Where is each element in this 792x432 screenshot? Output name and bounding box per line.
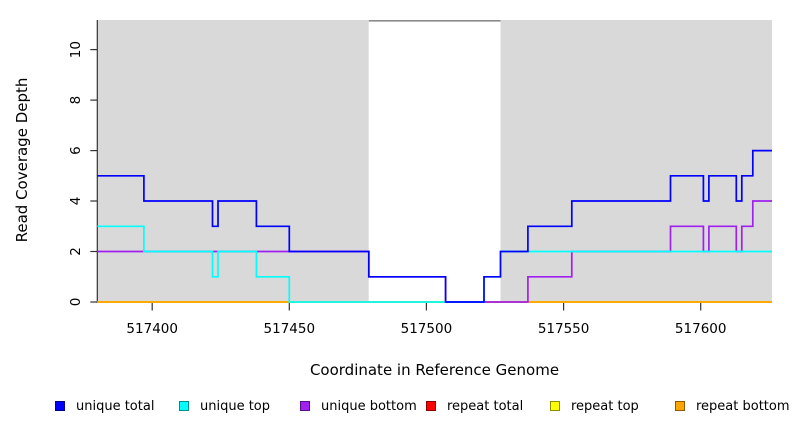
legend-label: repeat top bbox=[571, 398, 639, 414]
y-tick-label: 2 bbox=[68, 247, 84, 256]
repeat-region-left bbox=[97, 20, 369, 303]
x-tick-label: 517500 bbox=[401, 321, 453, 337]
y-axis-title: Read Coverage Depth bbox=[13, 77, 31, 243]
legend-item-repeat-total: repeat total bbox=[426, 398, 523, 414]
x-tick-label: 517450 bbox=[264, 321, 316, 337]
legend-label: unique total bbox=[76, 398, 155, 414]
legend-label: repeat total bbox=[447, 398, 524, 414]
legend-label: unique top bbox=[200, 398, 271, 414]
legend-label: repeat bottom bbox=[696, 398, 790, 414]
y-tick-label: 10 bbox=[68, 41, 84, 58]
repeat-bottom-swatch-icon bbox=[675, 401, 685, 411]
x-tick-label: 517400 bbox=[126, 321, 178, 337]
y-tick-label: 6 bbox=[68, 146, 84, 155]
series-line-unique-total bbox=[97, 149, 772, 303]
legend-item-repeat-bottom: repeat bottom bbox=[675, 398, 790, 414]
repeat-total-swatch-icon bbox=[426, 401, 436, 411]
x-tick-label: 517600 bbox=[675, 321, 727, 337]
x-axis-title: Coordinate in Reference Genome bbox=[309, 361, 560, 379]
y-tick-label: 8 bbox=[68, 96, 84, 105]
unique-top-swatch-icon bbox=[179, 401, 189, 411]
repeat-region-right bbox=[500, 20, 772, 303]
legend-item-unique-top: unique top bbox=[179, 398, 270, 414]
y-tick-label: 0 bbox=[68, 298, 84, 307]
y-tick-label: 4 bbox=[68, 197, 84, 206]
legend-item-unique-bottom: unique bottom bbox=[300, 398, 417, 414]
legend-label: unique bottom bbox=[321, 398, 417, 414]
unique-total-swatch-icon bbox=[55, 401, 65, 411]
x-tick-label: 517550 bbox=[538, 321, 590, 337]
unique-bottom-swatch-icon bbox=[300, 401, 310, 411]
repeat-top-swatch-icon bbox=[550, 401, 560, 411]
unique-gap-region bbox=[368, 20, 501, 303]
legend-item-unique-total: unique total bbox=[55, 398, 154, 414]
legend-item-repeat-top: repeat top bbox=[550, 398, 639, 414]
